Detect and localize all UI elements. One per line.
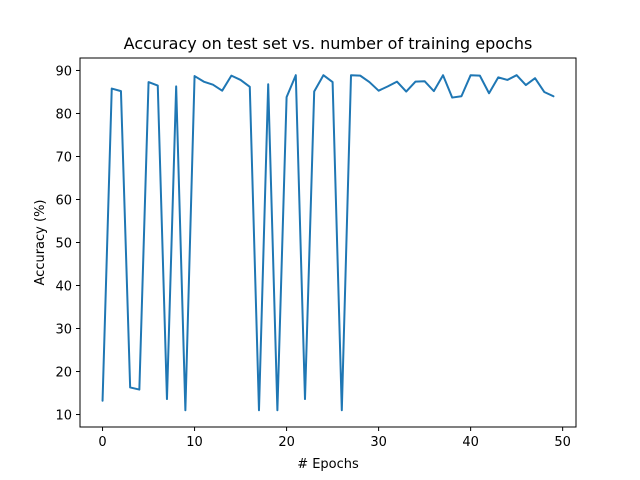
data-point — [424, 80, 426, 82]
data-point — [175, 85, 177, 87]
data-point — [516, 74, 518, 76]
data-point — [506, 79, 508, 81]
data-point — [442, 74, 444, 76]
data-point — [267, 83, 269, 85]
data-point — [322, 74, 324, 76]
x-tick-label: 20 — [278, 435, 295, 450]
data-point — [138, 389, 140, 391]
data-point — [276, 409, 278, 411]
y-tick-label: 90 — [55, 64, 72, 79]
y-tick-label: 60 — [55, 193, 72, 208]
y-tick-label: 40 — [55, 280, 72, 295]
x-tick-label: 10 — [186, 435, 203, 450]
data-point — [525, 84, 527, 86]
data-point — [203, 81, 205, 83]
x-tick-label: 40 — [462, 435, 479, 450]
data-point — [350, 74, 352, 76]
data-point — [212, 84, 214, 86]
data-point — [249, 86, 251, 88]
data-point — [451, 97, 453, 99]
data-point — [157, 85, 159, 87]
data-point — [378, 90, 380, 92]
data-point — [543, 91, 545, 93]
x-axis-ticks: 0 10 20 30 40 50 — [98, 427, 571, 450]
accuracy-series-line — [101, 74, 555, 412]
data-point — [194, 75, 196, 77]
data-point — [359, 75, 361, 77]
data-point — [258, 409, 260, 411]
data-point — [387, 85, 389, 87]
x-tick-label: 50 — [554, 435, 571, 450]
data-point — [396, 81, 398, 83]
data-point — [240, 79, 242, 81]
y-tick-label: 70 — [55, 150, 72, 165]
y-tick-label: 10 — [55, 409, 72, 424]
data-point — [497, 76, 499, 78]
plot-area-frame — [79, 57, 577, 428]
data-point — [313, 91, 315, 93]
data-point — [295, 74, 297, 76]
y-axis-ticks: 10 20 30 40 50 60 70 80 90 — [55, 64, 80, 424]
data-point — [534, 77, 536, 79]
series-layer — [101, 74, 555, 412]
x-tick-label: 0 — [98, 435, 106, 450]
y-tick-label: 50 — [55, 237, 72, 252]
data-point — [129, 386, 131, 388]
data-point — [120, 90, 122, 92]
data-point — [221, 90, 223, 92]
data-point — [111, 88, 113, 90]
y-tick-label: 20 — [55, 366, 72, 381]
data-point — [304, 398, 306, 400]
data-point — [184, 409, 186, 411]
data-point — [488, 92, 490, 94]
y-axis-label: Accuracy (%) — [33, 200, 48, 286]
y-tick-label: 80 — [55, 107, 72, 122]
data-point — [552, 95, 554, 97]
data-point — [368, 81, 370, 83]
x-axis-label: # Epochs — [297, 457, 359, 472]
data-point — [460, 95, 462, 97]
y-tick-label: 30 — [55, 323, 72, 338]
data-point — [341, 409, 343, 411]
data-point — [405, 91, 407, 93]
data-point — [230, 75, 232, 77]
chart-title: Accuracy on test set vs. number of train… — [124, 34, 533, 53]
data-point — [286, 96, 288, 98]
data-point — [102, 400, 104, 402]
data-point — [414, 81, 416, 83]
data-point — [332, 81, 334, 83]
x-tick-label: 30 — [370, 435, 387, 450]
data-point — [433, 90, 435, 92]
data-point — [479, 75, 481, 77]
data-point — [166, 398, 168, 400]
data-point — [470, 74, 472, 76]
data-point — [148, 81, 150, 83]
